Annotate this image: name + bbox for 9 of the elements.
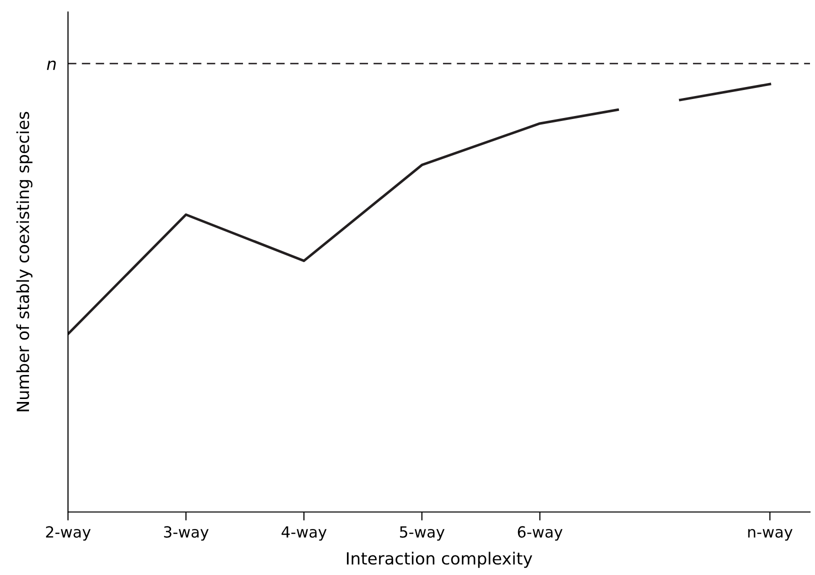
x-tick-label: 2-way	[46, 526, 91, 541]
x-tick-label: 6-way	[518, 526, 562, 541]
x-tick-label: n-way	[748, 528, 792, 541]
x-tick-label: 5-way	[400, 526, 445, 541]
y-axis-title: Number of stably coexisting species	[16, 112, 32, 412]
ref-line-label: n	[46, 60, 56, 70]
x-tick-label: 3-way	[164, 526, 209, 541]
x-axis-title: Interaction complexity	[346, 552, 532, 568]
x-tick-label: 4-way	[282, 526, 327, 541]
